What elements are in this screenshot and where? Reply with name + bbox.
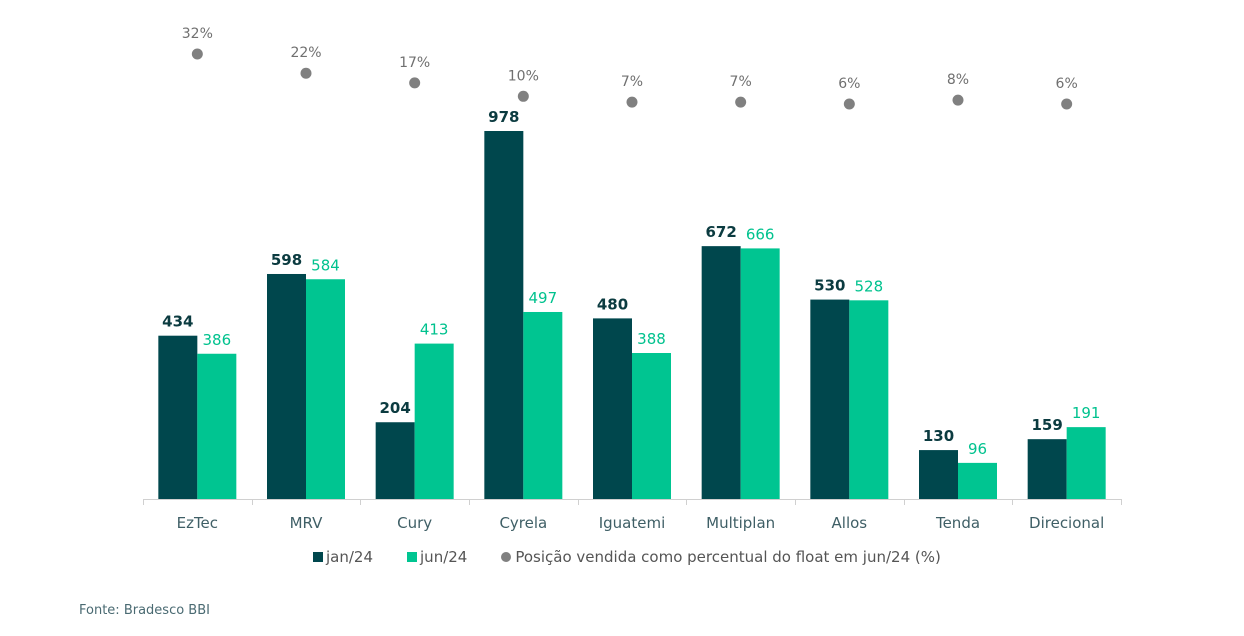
- bar-jun: [1066, 427, 1106, 499]
- data-label-jun: 666: [746, 225, 775, 243]
- x-tick-label: Multiplan: [706, 514, 775, 532]
- bar-jun: [306, 279, 345, 499]
- legend-label-pct: Posição vendida como percentual do float…: [515, 548, 941, 566]
- data-label-jun: 96: [968, 440, 987, 458]
- bar-jun: [197, 353, 237, 499]
- data-label-jan: 480: [597, 295, 628, 313]
- bar-jan: [701, 246, 741, 499]
- data-label-jan: 159: [1032, 416, 1063, 434]
- legend-label-jun: jun/24: [420, 548, 468, 566]
- bar-jun: [414, 343, 454, 499]
- x-tick-label: Cyrela: [499, 514, 547, 532]
- x-axis: [143, 499, 1122, 505]
- data-label-pct: 22%: [290, 45, 321, 61]
- data-label-jun: 497: [529, 289, 558, 307]
- data-label-pct: 7%: [730, 74, 752, 90]
- dot-pct: [626, 96, 638, 108]
- data-label-jan: 530: [814, 277, 845, 295]
- dot-pct: [517, 90, 529, 102]
- bar-jan: [919, 450, 958, 499]
- data-label-jun: 584: [311, 256, 340, 274]
- x-tick-label: Cury: [397, 514, 432, 532]
- data-label-jun: 388: [637, 330, 666, 348]
- bar-jan: [484, 131, 524, 499]
- bar-jun: [632, 353, 671, 499]
- data-label-pct: 17%: [399, 55, 430, 71]
- data-label-jun: 528: [855, 277, 884, 295]
- data-label-jan: 978: [488, 108, 519, 126]
- dot-pct: [191, 48, 203, 60]
- data-label-jun: 191: [1072, 404, 1101, 422]
- x-tick-label: Iguatemi: [599, 514, 666, 532]
- data-label-jan: 672: [706, 223, 737, 241]
- data-label-jun: 386: [203, 331, 232, 349]
- dot-pct: [409, 77, 421, 89]
- dot-pct: [952, 94, 964, 106]
- data-label-jan: 130: [923, 427, 954, 445]
- legend-item-jan: jan/24: [313, 548, 373, 566]
- x-tick-label: Direcional: [1029, 514, 1104, 532]
- x-tick-label: EzTec: [177, 514, 218, 532]
- legend-swatch-pct: [501, 552, 512, 562]
- data-label-pct: 7%: [621, 74, 643, 90]
- data-label-jan: 204: [380, 399, 411, 417]
- legend-swatch-jan: [313, 552, 323, 562]
- dot-pct: [1061, 98, 1073, 110]
- bar-jan: [267, 273, 306, 499]
- x-tick-label: MRV: [290, 514, 324, 532]
- bars-layer: [158, 131, 1106, 499]
- bar-jan: [375, 422, 415, 499]
- data-label-pct: 10%: [508, 68, 539, 84]
- legend-swatch-jun: [407, 552, 418, 562]
- legend-label-jan: jan/24: [326, 548, 374, 566]
- source-note: Fonte: Bradesco BBI: [79, 603, 210, 618]
- dot-pct: [735, 96, 747, 108]
- bar-jun: [849, 300, 889, 499]
- bar-jun: [958, 462, 997, 499]
- labels-layer: 434 386 32% EzTec 598 584 22% MRV 204 413 17% Cury 9…: [162, 26, 1104, 532]
- dot-pct: [300, 67, 312, 79]
- bar-jan: [810, 299, 850, 499]
- x-tick-label: Tenda: [935, 514, 980, 532]
- bar-jun: [523, 311, 563, 499]
- data-label-pct: 32%: [182, 26, 213, 42]
- data-label-jan: 434: [162, 313, 193, 331]
- data-label-pct: 6%: [1056, 76, 1078, 92]
- bar-jan: [158, 335, 198, 499]
- legend-item-pct: Posição vendida como percentual do float…: [501, 548, 941, 566]
- dot-pct: [843, 98, 855, 110]
- data-label-jun: 413: [420, 321, 449, 339]
- x-tick-label: Allos: [832, 514, 868, 532]
- bar-jan: [1027, 439, 1067, 499]
- bar-jun: [740, 248, 780, 499]
- legend-item-jun: jun/24: [407, 548, 467, 566]
- data-label-jan: 598: [271, 251, 302, 269]
- data-label-pct: 6%: [838, 76, 860, 92]
- data-label-pct: 8%: [947, 72, 969, 88]
- dots-layer: [191, 48, 1073, 110]
- legend: jan/24 jun/24 Posição vendida como perce…: [313, 548, 975, 566]
- bar-jan: [593, 318, 632, 499]
